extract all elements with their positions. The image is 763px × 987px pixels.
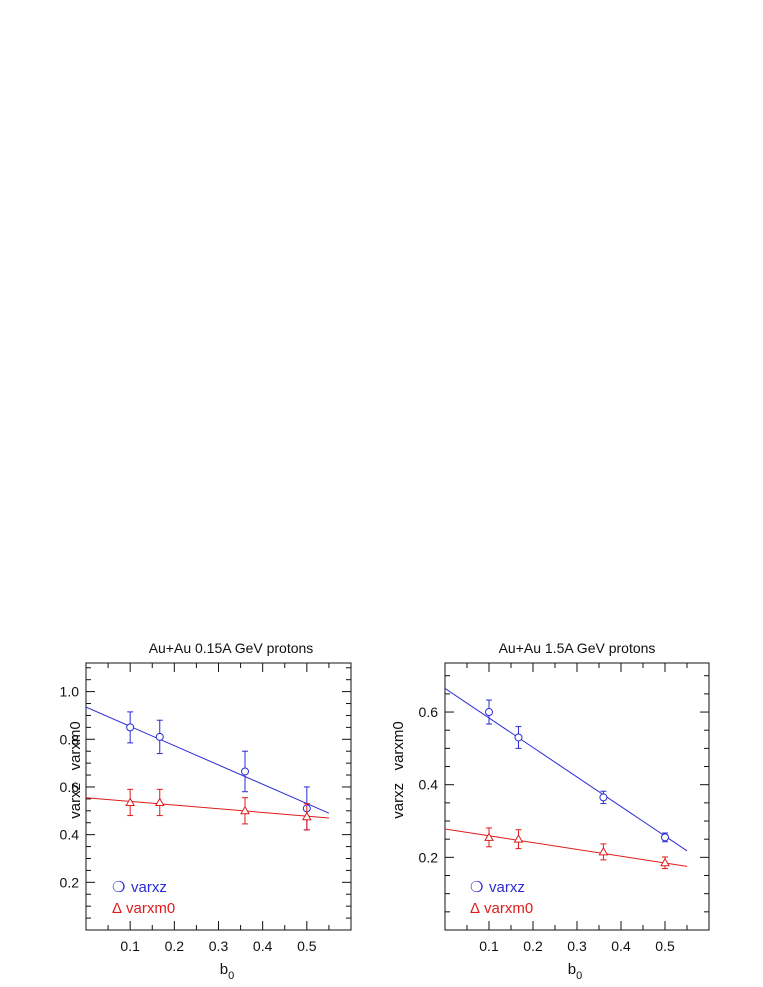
y-tick-label: 0.2 <box>60 874 80 890</box>
y-axis-label: varxz varxm0 <box>390 721 407 819</box>
legend-label-varxm0: varxm0 <box>484 900 533 917</box>
x-tick-label: 0.2 <box>165 938 185 954</box>
data-point-varxm0 <box>240 805 250 815</box>
x-tick-label: 0.1 <box>120 938 140 954</box>
data-point-varxz <box>661 833 669 842</box>
plot-frame <box>85 662 352 931</box>
fit-line-varxm0 <box>86 797 329 819</box>
y-axis-label: varxz varxm0 <box>67 721 84 819</box>
legend-symbol-varxz: ❍ <box>470 879 483 896</box>
fit-line-varxz <box>445 688 688 852</box>
panel-right: Au+Au 1.5A GeV protons varxz varxm0 b0 ❍… <box>390 640 710 982</box>
data-point-varxm0 <box>154 797 165 806</box>
data-point-varxm0 <box>513 834 524 843</box>
x-tick-label: 0.2 <box>523 938 543 954</box>
data-point-varxz <box>485 708 493 717</box>
legend-label-varxm0: varxm0 <box>126 900 175 917</box>
y-tick-label: 1.0 <box>60 684 80 700</box>
data-point-varxz <box>155 732 164 741</box>
data-point-varxz <box>599 793 608 802</box>
data-point-varxm0 <box>660 857 670 867</box>
legend-symbol-varxm0: Δ <box>112 900 122 917</box>
x-axis-label: b0 <box>220 961 234 982</box>
legend-label-varxz: varxz <box>489 879 525 896</box>
y-tick-label: 0.8 <box>60 731 80 747</box>
chart-title: Au+Au 1.5A GeV protons <box>499 640 656 656</box>
x-tick-label: 0.4 <box>611 938 631 954</box>
data-point-varxz <box>241 767 249 776</box>
fit-line-varxm0 <box>445 828 688 867</box>
x-axis-label-subscript: 0 <box>228 970 234 982</box>
x-tick-label: 0.5 <box>297 938 317 954</box>
legend-symbol-varxm0: Δ <box>470 900 480 917</box>
data-point-varxz <box>126 723 135 732</box>
panel-left: Au+Au 0.15A GeV protons varxz varxm0 b0 … <box>60 640 352 982</box>
fit-line-varxz <box>86 706 330 814</box>
data-point-varxm0 <box>598 846 609 856</box>
y-tick-label: 0.2 <box>419 849 439 865</box>
x-tick-label: 0.3 <box>209 938 229 954</box>
y-tick-label: 0.4 <box>60 827 80 843</box>
x-tick-label: 0.5 <box>655 938 675 954</box>
x-axis-label-main: b <box>568 961 576 978</box>
y-tick-label: 0.6 <box>60 779 80 795</box>
data-point-varxm0 <box>125 797 136 806</box>
data-point-varxz <box>514 733 523 742</box>
x-tick-label: 0.3 <box>567 938 587 954</box>
chart-title: Au+Au 0.15A GeV protons <box>149 640 314 656</box>
data-point-varxm0 <box>484 832 494 841</box>
x-axis-label-main: b <box>220 961 228 978</box>
y-tick-label: 0.4 <box>419 777 439 793</box>
plot-frame <box>444 662 710 931</box>
x-axis-label: b0 <box>568 961 582 982</box>
legend-label-varxz: varxz <box>131 879 167 896</box>
legend-symbol-varxz: ❍ <box>112 879 125 896</box>
x-tick-label: 0.1 <box>479 938 499 954</box>
data-point-varxm0 <box>301 811 312 821</box>
x-axis-label-subscript: 0 <box>576 970 582 982</box>
y-tick-label: 0.6 <box>419 704 439 720</box>
x-tick-label: 0.4 <box>253 938 273 954</box>
